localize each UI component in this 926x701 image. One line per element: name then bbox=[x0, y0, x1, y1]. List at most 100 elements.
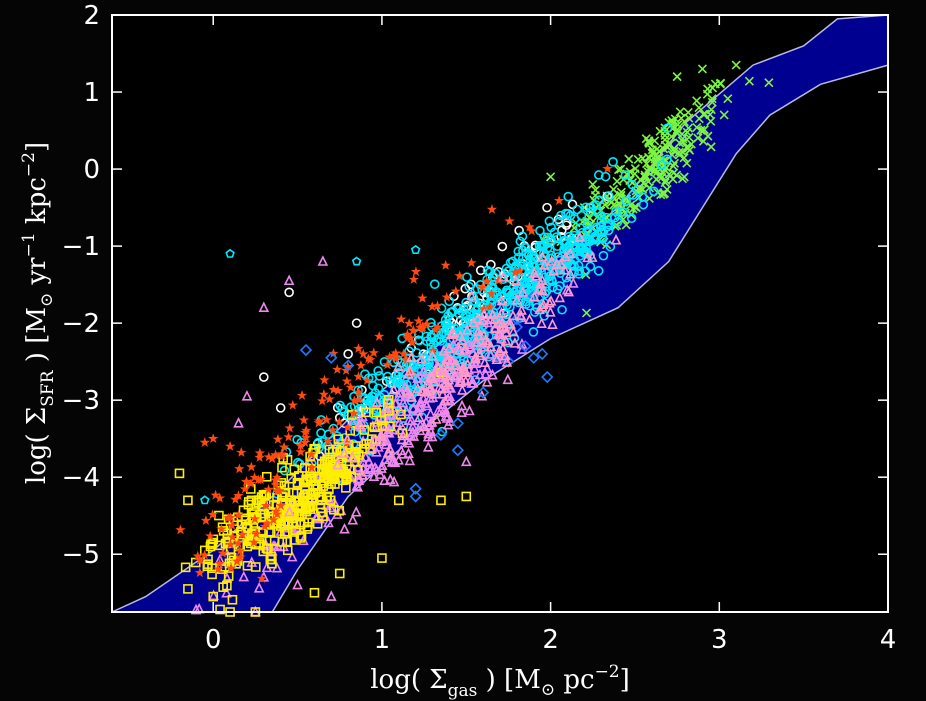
data-point-o bbox=[586, 202, 596, 212]
data-point-o bbox=[603, 191, 614, 201]
data-point-triangle bbox=[406, 351, 417, 363]
data-point-star bbox=[298, 414, 310, 425]
data-point-x bbox=[660, 123, 670, 133]
data-point-o bbox=[561, 208, 571, 219]
data-point-square bbox=[303, 517, 313, 528]
data-point-o bbox=[542, 202, 552, 213]
data-point-square bbox=[334, 505, 345, 516]
data-point-x bbox=[694, 114, 704, 124]
data-point-triangle bbox=[494, 344, 505, 356]
data-point-x bbox=[667, 150, 677, 160]
data-point-triangle bbox=[377, 413, 388, 424]
data-point-o bbox=[585, 206, 596, 217]
data-point-star bbox=[432, 300, 443, 311]
data-point-o bbox=[393, 367, 404, 378]
data-point-o bbox=[373, 366, 383, 376]
data-point-x bbox=[692, 96, 702, 106]
data-point-star bbox=[306, 462, 317, 473]
data-point-star bbox=[296, 390, 308, 400]
data-point-o bbox=[501, 309, 511, 320]
data-point-o bbox=[547, 282, 558, 293]
data-point-square bbox=[393, 495, 404, 506]
data-point-star bbox=[249, 513, 261, 524]
data-point-o bbox=[435, 336, 446, 346]
data-point-triangle bbox=[548, 264, 559, 276]
y-tick-label: −2 bbox=[62, 309, 100, 339]
data-point-square bbox=[253, 495, 264, 505]
data-point-triangle bbox=[498, 271, 509, 282]
data-point-star bbox=[260, 500, 272, 511]
data-point-x bbox=[668, 161, 678, 171]
data-point-star bbox=[226, 520, 238, 531]
data-point-triangle bbox=[554, 291, 566, 303]
data-point-star bbox=[234, 463, 245, 474]
data-point-o bbox=[637, 192, 648, 202]
data-point-x bbox=[682, 158, 692, 168]
data-point-o bbox=[528, 327, 539, 337]
data-point-o bbox=[520, 296, 531, 307]
data-point-triangle bbox=[376, 430, 387, 441]
data-point-star bbox=[440, 259, 451, 270]
x-tick-label: 2 bbox=[542, 625, 559, 655]
data-point-triangle bbox=[354, 418, 365, 430]
data-point-square bbox=[218, 582, 228, 592]
data-point-triangle bbox=[443, 342, 455, 354]
data-point-star bbox=[317, 395, 328, 406]
data-point-triangle bbox=[482, 337, 494, 348]
data-point-star bbox=[355, 360, 367, 370]
data-point-diamond bbox=[451, 444, 464, 457]
data-point-triangle bbox=[474, 368, 486, 380]
data-point-o bbox=[572, 233, 582, 244]
data-point-triangle bbox=[428, 375, 440, 387]
data-point-star bbox=[214, 558, 225, 569]
data-point-triangle bbox=[323, 516, 334, 528]
data-point-star bbox=[226, 562, 237, 573]
data-point-o bbox=[662, 123, 673, 133]
data-point-o bbox=[343, 349, 353, 359]
data-point-triangle bbox=[326, 590, 337, 601]
data-point-o bbox=[360, 369, 370, 379]
data-point-diamond bbox=[434, 428, 448, 441]
data-point-star bbox=[272, 433, 284, 444]
data-point-star bbox=[407, 337, 418, 347]
data-point-o bbox=[593, 266, 604, 276]
data-point-triangle bbox=[441, 412, 453, 423]
data-point-star bbox=[233, 537, 244, 548]
data-point-x bbox=[654, 172, 664, 182]
data-point-triangle bbox=[395, 444, 407, 456]
data-point-star bbox=[415, 322, 426, 332]
data-point-star bbox=[504, 215, 515, 226]
data-point-triangle bbox=[418, 371, 429, 383]
data-point-star bbox=[477, 282, 488, 293]
data-point-o bbox=[515, 236, 526, 247]
data-point-o bbox=[471, 305, 481, 316]
data-point-x bbox=[707, 83, 718, 93]
data-point-o bbox=[460, 310, 471, 321]
data-point-o bbox=[598, 250, 609, 261]
data-point-star bbox=[268, 514, 279, 525]
axis-ticks: 0 1 2 3 4 2 1 0 −1 −2 −3 −4 −5 bbox=[62, 1, 897, 655]
data-point-star bbox=[306, 448, 317, 459]
data-point-triangle bbox=[341, 433, 353, 445]
data-point-x bbox=[644, 137, 654, 147]
data-point-square bbox=[226, 552, 237, 563]
data-point-triangle bbox=[461, 324, 473, 335]
data-point-x bbox=[693, 133, 703, 143]
data-point-o bbox=[259, 372, 269, 382]
data-point-star bbox=[321, 414, 332, 425]
data-point-triangle bbox=[415, 400, 427, 411]
data-point-star bbox=[322, 436, 334, 446]
data-point-triangle bbox=[253, 581, 265, 593]
x-tick-label: 1 bbox=[374, 625, 391, 655]
data-point-square bbox=[183, 495, 193, 506]
data-point-square bbox=[371, 407, 382, 418]
data-point-star bbox=[486, 203, 498, 214]
data-point-diamond bbox=[527, 351, 540, 364]
data-point-o bbox=[275, 403, 286, 413]
data-point-triangle bbox=[456, 399, 468, 411]
data-point-star bbox=[237, 529, 248, 539]
data-point-o bbox=[453, 304, 464, 314]
data-point-triangle bbox=[545, 295, 557, 306]
data-point-o bbox=[551, 232, 562, 242]
data-point-triangle bbox=[317, 255, 329, 266]
